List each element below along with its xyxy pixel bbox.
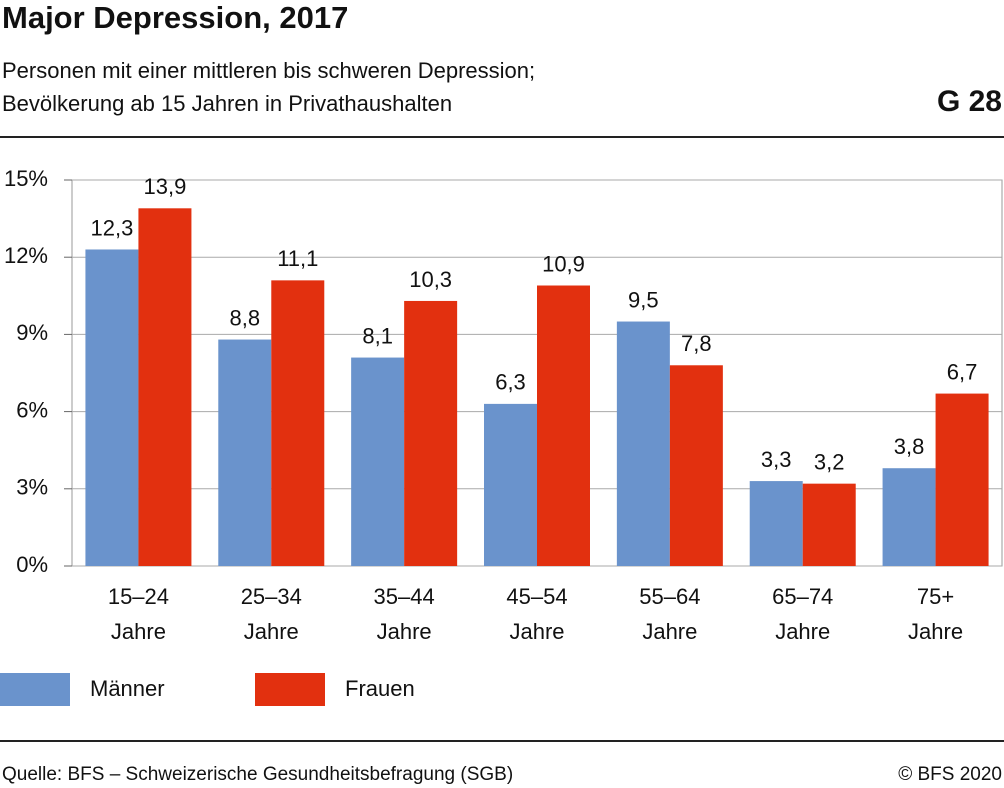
- value-label: 10,3: [409, 267, 452, 292]
- value-label: 6,3: [495, 370, 526, 395]
- x-tick-label: 25–34: [241, 584, 302, 609]
- x-tick-label: 55–64: [639, 584, 700, 609]
- x-tick-label: 45–54: [506, 584, 567, 609]
- value-label: 7,8: [681, 331, 712, 356]
- legend-swatch: [0, 673, 70, 706]
- bar: [935, 393, 989, 566]
- value-label: 10,9: [542, 251, 585, 276]
- x-tick-label: Jahre: [642, 619, 697, 644]
- value-label: 3,8: [894, 434, 925, 459]
- value-label: 11,1: [277, 246, 318, 271]
- legend-label: Männer: [90, 676, 165, 701]
- bar: [218, 339, 272, 566]
- bar: [138, 208, 192, 566]
- bar: [802, 483, 856, 566]
- bar: [271, 280, 325, 566]
- bar: [404, 300, 458, 566]
- value-label: 8,1: [362, 323, 393, 348]
- bar: [85, 249, 139, 567]
- x-tick-label: Jahre: [244, 619, 299, 644]
- x-tick-label: 35–44: [374, 584, 435, 609]
- value-label: 13,9: [144, 174, 187, 199]
- x-tick-label: Jahre: [377, 619, 432, 644]
- bar: [484, 403, 537, 566]
- x-tick-label: Jahre: [775, 619, 830, 644]
- value-label: 8,8: [229, 305, 260, 330]
- bar: [616, 321, 670, 566]
- legend-swatch: [255, 673, 325, 706]
- y-tick-label: 6%: [16, 397, 48, 422]
- y-tick-label: 12%: [4, 243, 48, 268]
- y-tick-label: 3%: [16, 475, 48, 500]
- value-label: 3,2: [814, 449, 845, 474]
- x-tick-label: Jahre: [509, 619, 564, 644]
- chart-title: Major Depression, 2017: [2, 0, 348, 35]
- bar: [749, 481, 803, 566]
- bar: [351, 357, 405, 566]
- x-tick-label: 75+: [917, 584, 954, 609]
- value-label: 3,3: [761, 447, 792, 472]
- y-tick-label: 15%: [4, 166, 48, 191]
- bar: [882, 468, 936, 566]
- bar: [669, 365, 723, 566]
- graphic-id: G 28: [937, 85, 1002, 118]
- value-label: 6,7: [947, 359, 978, 384]
- subtitle: Personen mit einer mittleren bis schwere…: [2, 58, 535, 83]
- x-tick-label: Jahre: [111, 619, 166, 644]
- copyright: © BFS 2020: [898, 764, 1002, 785]
- legend-label: Frauen: [345, 676, 415, 701]
- y-tick-label: 0%: [16, 552, 48, 577]
- x-tick-label: 65–74: [772, 584, 833, 609]
- y-tick-label: 9%: [16, 320, 48, 345]
- x-tick-label: Jahre: [908, 619, 963, 644]
- source: Quelle: BFS – Schweizerische Gesundheits…: [2, 764, 513, 785]
- x-tick-label: 15–24: [108, 584, 169, 609]
- value-label: 9,5: [628, 287, 659, 312]
- subtitle: Bevölkerung ab 15 Jahren in Privathausha…: [2, 91, 452, 116]
- value-label: 12,3: [91, 215, 134, 240]
- bar: [537, 285, 590, 566]
